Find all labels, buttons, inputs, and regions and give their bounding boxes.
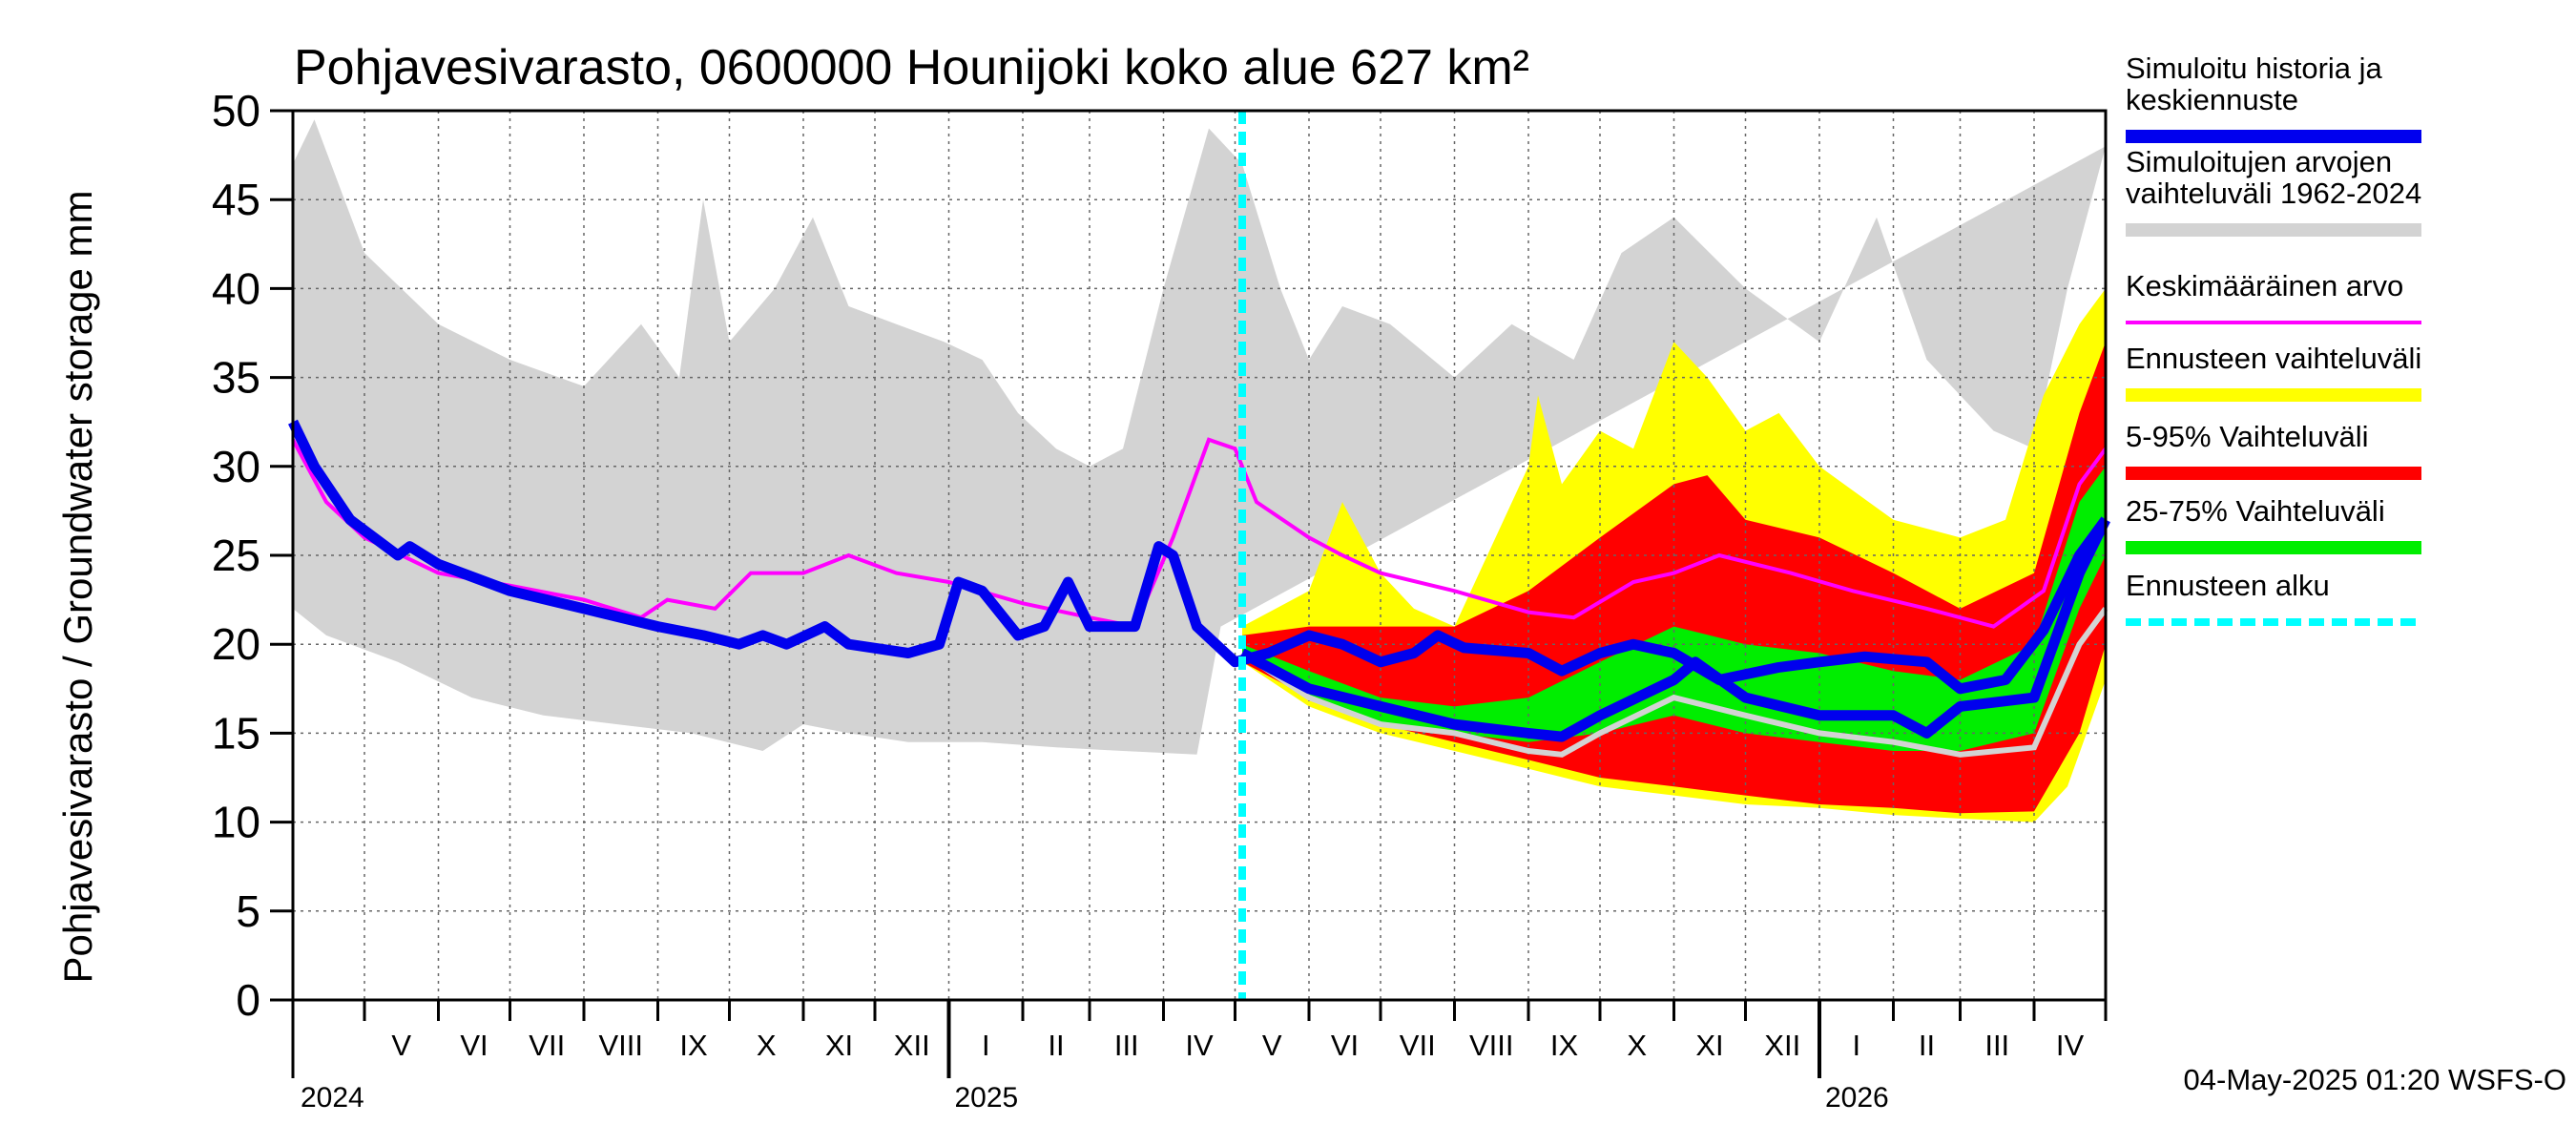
y-tick-label: 10	[212, 798, 260, 847]
month-label: II	[1919, 1029, 1935, 1062]
legend-entry-p25_75: 25-75% Vaihteluväli	[2126, 494, 2421, 554]
month-label: V	[1262, 1029, 1282, 1062]
y-tick-label: 20	[212, 619, 260, 669]
legend-label: Simuloitu historia ja	[2126, 52, 2383, 85]
month-label: IV	[1185, 1029, 1214, 1062]
month-label: VIII	[598, 1029, 643, 1062]
y-tick-label: 35	[212, 353, 260, 403]
month-label: III	[1114, 1029, 1139, 1062]
legend-label: Simuloitujen arvojen	[2126, 145, 2392, 178]
month-label: X	[757, 1029, 777, 1062]
legend-entry-mean: Keskimääräinen arvo	[2126, 269, 2421, 324]
y-axis-label: Pohjavesivarasto / Groundwater storage m…	[55, 190, 100, 983]
legend-label: Ennusteen vaihteluväli	[2126, 342, 2421, 375]
month-label: VII	[1400, 1029, 1436, 1062]
month-label: VII	[529, 1029, 565, 1062]
year-label: 2026	[1825, 1082, 1889, 1114]
x-axis: V VI VII VIII IX X XI XII I II III IV V VI VII VIII IX X X…	[291, 1000, 2108, 1114]
legend-label: keskiennuste	[2126, 83, 2298, 116]
band-25-75	[1242, 466, 2106, 751]
month-label: I	[1852, 1029, 1860, 1062]
legend-entry-p5_95: 5-95% Vaihteluväli	[2126, 420, 2421, 480]
y-tick-label: 0	[236, 975, 260, 1025]
month-label: IX	[1550, 1029, 1579, 1062]
legend-entry-forecast_line: Ennusteen alku	[2126, 569, 2421, 626]
month-label: V	[391, 1029, 411, 1062]
y-tick-label: 5	[236, 886, 260, 936]
historical-range-band	[293, 119, 2106, 755]
legend-entry-fc_range: Ennusteen vaihteluväli	[2126, 342, 2421, 402]
legend-label: Ennusteen alku	[2126, 569, 2330, 602]
y-axis: 0 5 10 15 20 25 30 35 40 45 50	[212, 86, 293, 1025]
month-label: VI	[1331, 1029, 1359, 1062]
legend: Simuloitu historia jakeskiennusteSimuloi…	[2126, 52, 2421, 626]
y-tick-label: 15	[212, 708, 260, 758]
month-label: VI	[460, 1029, 488, 1062]
y-tick-label: 50	[212, 86, 260, 135]
y-tick-label: 45	[212, 175, 260, 224]
month-label: II	[1048, 1029, 1064, 1062]
month-label: XII	[894, 1029, 930, 1062]
history-line	[288, 419, 2110, 695]
month-label: X	[1627, 1029, 1647, 1062]
month-label: I	[982, 1029, 990, 1062]
y-tick-label: 30	[212, 442, 260, 491]
timestamp: 04-May-2025 01:20 WSFS-O	[2184, 1063, 2566, 1096]
y-tick-label: 25	[212, 531, 260, 580]
month-label: IV	[2056, 1029, 2085, 1062]
year-label: 2024	[301, 1082, 364, 1114]
month-label: XI	[825, 1029, 853, 1062]
year-label: 2025	[955, 1082, 1019, 1114]
month-label: XII	[1764, 1029, 1800, 1062]
month-label: III	[1984, 1029, 2009, 1062]
month-label: VIII	[1469, 1029, 1514, 1062]
series-layer	[288, 111, 2110, 1000]
month-label: IX	[679, 1029, 708, 1062]
chart-title: Pohjavesivarasto, 0600000 Hounijoki koko…	[294, 40, 1529, 95]
legend-label: vaihteluväli 1962-2024	[2126, 177, 2421, 210]
forecast-mean-line	[1239, 517, 2110, 742]
gridlines	[293, 111, 2106, 1000]
simulated-median-line	[1240, 607, 2109, 758]
legend-label: 5-95% Vaihteluväli	[2126, 420, 2368, 453]
legend-label: 25-75% Vaihteluväli	[2126, 494, 2385, 528]
legend-label: Keskimääräinen arvo	[2126, 269, 2403, 302]
y-tick-label: 40	[212, 263, 260, 313]
month-label: XI	[1695, 1029, 1723, 1062]
